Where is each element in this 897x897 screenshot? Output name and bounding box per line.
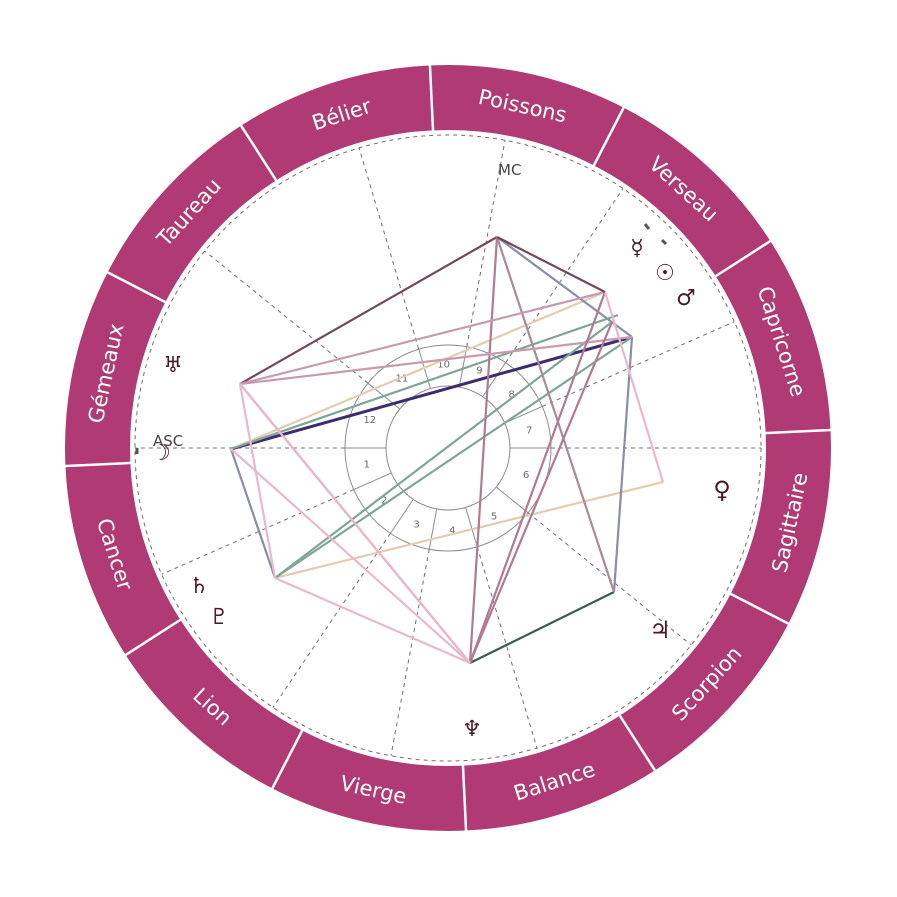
aspect-line [238, 383, 277, 579]
house-number: 2 [381, 496, 387, 507]
saturn-icon: ♄ [189, 574, 209, 599]
aspect-line [239, 383, 471, 664]
zodiac-divider [428, 65, 435, 132]
house-number: 8 [508, 389, 514, 400]
zodiac-divider [461, 764, 468, 831]
aspect-line [496, 236, 633, 338]
pluto-icon: ♇ [209, 605, 229, 630]
house-number: 4 [449, 525, 455, 536]
zodiac-divider [107, 271, 167, 304]
moon-icon: ☽ [151, 441, 171, 466]
aspect-line [274, 336, 633, 579]
zodiac-ring-band [65, 65, 831, 831]
house-cusp-line [358, 147, 420, 350]
aspect-line [239, 335, 633, 386]
aspect-line [468, 236, 499, 664]
asc-label: ASC [153, 432, 183, 450]
zodiac-divider [271, 729, 304, 789]
aspect-line [274, 321, 613, 579]
aspect-line [230, 448, 471, 664]
zodiac-divider [592, 107, 625, 167]
aspect-line [229, 448, 277, 579]
house-cusp-line [204, 250, 369, 384]
house-number: 3 [413, 519, 419, 530]
inner-house-cusp [389, 499, 414, 534]
sun-icon: ☉ [655, 261, 675, 286]
aspect-line [468, 291, 607, 664]
zodiac-divider [65, 461, 132, 468]
planet-tick [643, 223, 651, 230]
aspect-line [230, 313, 619, 451]
house-cusp-line [272, 533, 391, 708]
house-number: 5 [491, 512, 497, 523]
zodiac-ring-dividers [65, 65, 831, 831]
aspect-line [274, 576, 471, 665]
mercury-icon: ☿ [630, 236, 644, 261]
zodiac-divider [125, 618, 182, 656]
zodiac-divider [240, 125, 278, 182]
inner-house-cusp [465, 507, 478, 547]
aspect-line [468, 321, 614, 664]
mc-label: MC [498, 161, 521, 179]
zodiac-divider [618, 714, 656, 771]
house-cusp-line [390, 549, 430, 756]
house-cusp-line [542, 321, 735, 407]
house-number: 11 [396, 373, 409, 384]
aspect-line [239, 290, 606, 386]
house-number: 9 [476, 366, 482, 377]
inner-house-cusp [428, 508, 438, 550]
aspect-line [230, 335, 633, 451]
house-number: 6 [523, 470, 529, 481]
aspect-line [230, 290, 606, 451]
house-number: 7 [526, 425, 532, 436]
aspect-line [496, 236, 606, 293]
venus-icon: ♀ [713, 476, 731, 504]
mars-icon: ♂ [676, 286, 696, 311]
house-cusp-line [476, 546, 538, 749]
aspect-lines [229, 236, 665, 665]
planet-ticks [135, 223, 668, 454]
neptune-icon: ♆ [462, 717, 482, 742]
aspect-line [603, 291, 665, 483]
house-cusp-line [161, 489, 354, 575]
aspect-line [239, 236, 498, 385]
zodiac-divider [729, 592, 789, 625]
aspect-line [469, 591, 615, 664]
house-cusp-line [505, 188, 624, 363]
house-number: 1 [364, 460, 370, 471]
jupiter-icon: ♃ [649, 616, 671, 644]
aspect-line [495, 236, 616, 593]
inner-house-cusp [353, 472, 392, 491]
inner-house-cusp [458, 346, 468, 388]
aspect-line [274, 480, 664, 580]
planet-glyphs: ☿ ☉ ♂ ♀ ♃ ♆ ♇ ♄ ☽ ♅ [151, 236, 731, 742]
zodiac-divider [714, 240, 771, 278]
zodiac-ring-inner-edge [130, 130, 766, 766]
zodiac-divider [764, 428, 831, 435]
house-number: 10 [437, 360, 450, 371]
aspect-line [612, 336, 634, 593]
planet-tick [660, 238, 668, 246]
inner-house-cusp [495, 486, 529, 514]
uranus-icon: ♅ [163, 353, 183, 378]
house-number: 12 [363, 415, 376, 426]
inner-house-cusp [504, 405, 543, 424]
